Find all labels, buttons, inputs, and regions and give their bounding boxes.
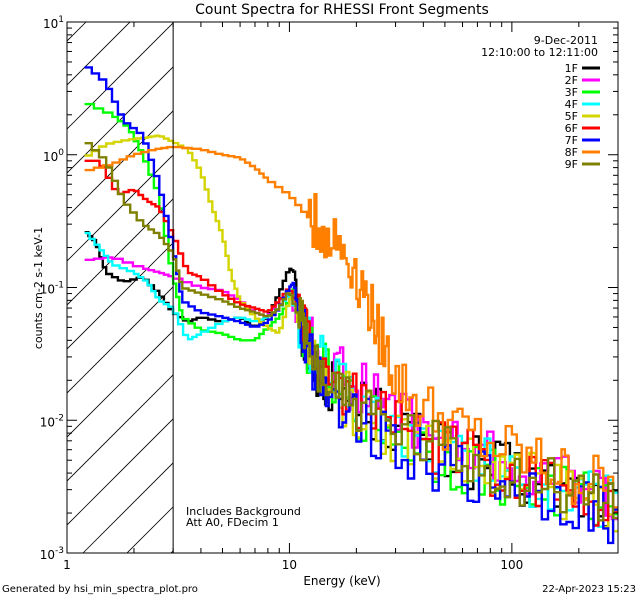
hatch-line — [67, 242, 174, 350]
hatch-line — [67, 418, 174, 526]
legend-label-6F: 6F — [565, 122, 578, 135]
legend-label-7F: 7F — [565, 134, 578, 147]
footer-timestamp: 22-Apr-2023 15:23 — [542, 584, 636, 595]
y-tick-label: 10-3 — [40, 546, 64, 562]
legend-label-1F: 1F — [565, 62, 578, 75]
legend-label-3F: 3F — [565, 86, 578, 99]
series-line-9F — [84, 142, 618, 522]
hatch-line — [67, 198, 174, 306]
hatch-line — [82, 462, 174, 553]
series-line-5F — [84, 134, 618, 533]
header-date: 9-Dec-2011 — [534, 34, 598, 47]
x-tick-label-10: 10 — [282, 558, 297, 572]
legend-label-9F: 9F — [565, 158, 578, 171]
hatch-line — [67, 22, 131, 86]
y-tick-label: 100 — [43, 148, 64, 164]
legend-label-4F: 4F — [565, 98, 578, 111]
hatch-line — [67, 374, 174, 482]
y-tick-label: 10-1 — [40, 281, 64, 297]
hatch-line — [67, 286, 174, 394]
legend-label-2F: 2F — [565, 74, 578, 87]
y-tick-label: 10-2 — [40, 413, 64, 429]
x-tick-label-100: 100 — [500, 558, 523, 572]
series-line-3F — [84, 102, 618, 527]
axis-ticks — [66, 21, 619, 554]
y-axis-label: counts cm-2 s-1 keV-1 — [32, 227, 45, 349]
series-line-8F — [84, 145, 618, 509]
legend-label-8F: 8F — [565, 146, 578, 159]
hatch-line — [67, 22, 174, 130]
chart-title: Count Spectra for RHESSI Front Segments — [195, 2, 489, 18]
series-line-4F — [84, 231, 618, 528]
x-tick-label-1: 1 — [63, 558, 71, 572]
annotation-background: Includes Background — [186, 505, 301, 518]
y-tick-label: 101 — [43, 15, 64, 31]
y-tick-labels: 10-3 10-2 10-1 100 101 — [40, 15, 65, 562]
hatched-region — [67, 22, 174, 553]
header-time-range: 12:10:00 to 12:11:00 — [481, 46, 598, 59]
legend-label-5F: 5F — [565, 110, 578, 123]
footer-generated-by: Generated by hsi_min_spectra_plot.pro — [2, 584, 198, 595]
hatch-line — [67, 66, 174, 174]
x-axis-label: Energy (keV) — [303, 574, 380, 588]
annotation-attenuator: Att A0, FDecim 1 — [186, 516, 279, 529]
